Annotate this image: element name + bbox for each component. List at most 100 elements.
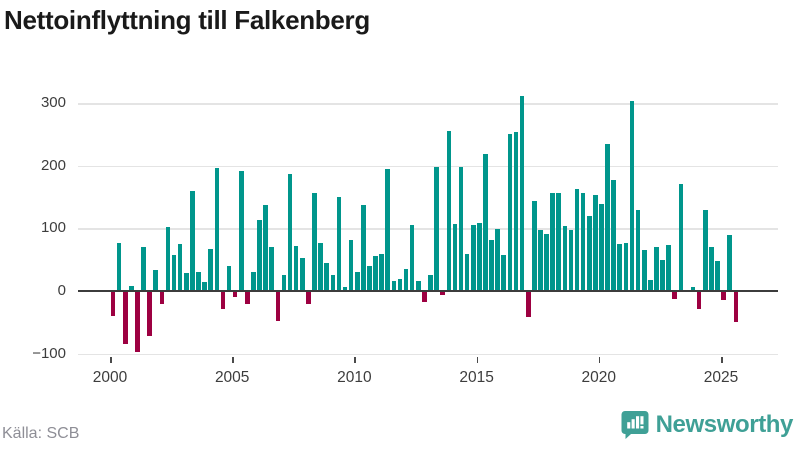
bar [550, 192, 555, 291]
y-tick-label-0: 0 [57, 282, 66, 299]
bar [342, 287, 348, 291]
bar [397, 279, 403, 291]
bar [190, 190, 195, 291]
bar [562, 225, 568, 291]
bar [147, 292, 152, 336]
bar [477, 222, 482, 291]
x-tick-label-2020: 2020 [581, 369, 617, 386]
bar [171, 255, 177, 291]
bar [501, 255, 507, 291]
bar [519, 96, 525, 291]
bar [202, 281, 207, 291]
bar [110, 292, 116, 317]
bar [293, 245, 299, 291]
plot-area: 2000 2005 2010 2015 2020 2025 [78, 96, 778, 393]
bar [391, 280, 397, 291]
bar [135, 292, 140, 353]
newsworthy-icon [621, 411, 649, 439]
gridline-100 [78, 228, 778, 230]
bar [629, 100, 635, 291]
bar [702, 209, 708, 291]
bar [458, 166, 464, 291]
bar [440, 292, 446, 295]
bar [403, 269, 409, 291]
bar [409, 224, 415, 291]
gridline-300 [78, 103, 778, 105]
bar [513, 132, 519, 291]
bar [177, 244, 183, 291]
bar [416, 280, 421, 291]
y-tick-label--100: −100 [32, 344, 66, 362]
bar [452, 223, 458, 291]
bar [586, 215, 592, 291]
bar [654, 247, 659, 291]
gridline-200 [78, 165, 778, 168]
x-tick-label-2025: 2025 [703, 369, 739, 386]
bar [446, 131, 452, 291]
bar [733, 292, 739, 323]
y-tick-label-200: 200 [40, 156, 66, 174]
newsworthy-wordmark: Newsworthy [655, 411, 794, 438]
zero-axis-line [78, 289, 778, 293]
bar [281, 275, 287, 291]
bar [489, 240, 494, 291]
bar [373, 255, 378, 291]
bar [495, 228, 500, 291]
bar [116, 243, 122, 291]
bar [129, 285, 134, 291]
bar [422, 292, 427, 303]
bar [635, 210, 641, 291]
bar [306, 292, 311, 305]
bar [507, 134, 513, 291]
bar [599, 203, 604, 291]
bar [660, 260, 665, 291]
bar [641, 249, 647, 291]
bar [434, 166, 439, 291]
x-tick-2025 [721, 357, 723, 363]
bar [666, 244, 671, 291]
bar [122, 292, 128, 344]
x-tick-2005 [232, 357, 234, 363]
bar [336, 197, 342, 291]
x-tick-label-2010: 2010 [337, 369, 372, 386]
bar [275, 292, 281, 322]
bar [648, 279, 653, 291]
bar [464, 254, 470, 291]
x-tick-label-2005: 2005 [214, 369, 250, 386]
bar [580, 192, 586, 291]
bar [238, 171, 244, 291]
x-tick-label-2015: 2015 [459, 369, 494, 386]
x-tick-label-2000: 2000 [92, 369, 128, 386]
bar [330, 274, 336, 291]
bar [299, 258, 305, 291]
bar [672, 292, 678, 300]
bar [208, 249, 213, 291]
bar [153, 270, 159, 291]
bar [568, 230, 574, 291]
bar [196, 271, 201, 291]
bar [538, 230, 543, 291]
bar [715, 260, 720, 291]
bar [678, 183, 684, 291]
bar [165, 227, 171, 291]
newsworthy-logo: Newsworthy [621, 410, 793, 440]
y-tick-label-100: 100 [40, 219, 66, 237]
bar [324, 262, 329, 291]
bar [623, 243, 629, 291]
source-label: Källa: SCB [2, 425, 80, 442]
gridline--100 [78, 353, 778, 356]
x-tick-2010 [354, 357, 356, 363]
bar [696, 292, 702, 310]
bar [605, 144, 610, 291]
bar [257, 220, 262, 291]
bar [220, 292, 226, 309]
bar [312, 192, 317, 291]
bar [709, 246, 714, 291]
bar [483, 153, 488, 291]
y-tick-label-300: 300 [40, 94, 66, 112]
bar [183, 273, 189, 291]
bar [593, 195, 598, 291]
bar [611, 180, 616, 291]
bar [141, 246, 146, 291]
